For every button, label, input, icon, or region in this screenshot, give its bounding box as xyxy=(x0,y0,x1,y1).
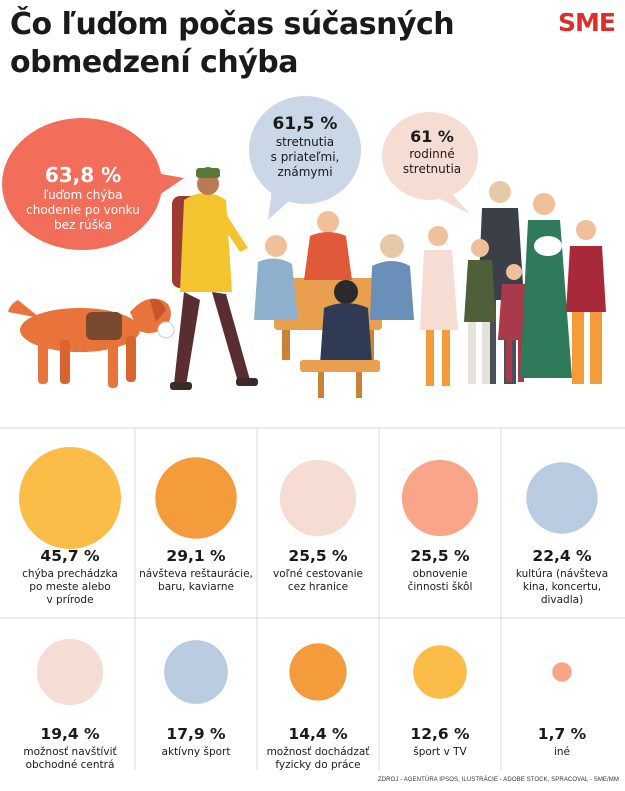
bubble-outdoor-label-1: ľuďom chýba xyxy=(43,188,123,202)
bubble-text-2-2: baru, kaviarne xyxy=(158,581,234,593)
bubble-value-10: 1,7 % xyxy=(537,725,587,743)
sme-logo: SME xyxy=(558,8,616,37)
title-line-1: Čo ľuďom počas súčasných xyxy=(10,7,455,42)
bubble-text-8-1: možnosť dochádzať xyxy=(266,746,370,758)
speech-bubble-friends-shape xyxy=(249,96,361,220)
bubble-text-4-1: obnovenie xyxy=(412,568,468,580)
bubble-circle-7 xyxy=(164,640,228,704)
bubble-text-1-1: chýba prechádzka xyxy=(22,568,118,580)
bubble-text-4-2: činnosti škôl xyxy=(407,581,473,593)
bubble-text-7-1: aktívny šport xyxy=(161,746,231,758)
bubble-text-3-2: cez hranice xyxy=(287,581,349,593)
bubble-family-value: 61 % xyxy=(410,127,454,146)
bubble-circle-10 xyxy=(552,662,572,682)
bubble-outdoor: 63,8 % ľuďom chýba chodenie po vonku bez… xyxy=(8,132,158,232)
title-line-2: obmedzení chýba xyxy=(10,45,298,80)
bubble-label-4: 25,5 % obnovenie činnosti škôl xyxy=(380,547,500,594)
hiker-illustration xyxy=(170,167,258,390)
bubble-text-5-3: divadla) xyxy=(540,594,584,606)
bubble-circle-3 xyxy=(279,459,357,537)
bubble-circle-1 xyxy=(19,447,121,549)
bubble-value-2: 29,1 % xyxy=(166,547,226,565)
bubble-value-1: 45,7 % xyxy=(40,547,100,565)
bubble-circle-2 xyxy=(155,457,237,539)
bubble-label-2: 29,1 % návšteva reštaurácie, baru, kaviarn… xyxy=(136,547,256,594)
speech-bubble-outdoor-shape xyxy=(2,118,184,250)
table-group-illustration xyxy=(254,211,414,398)
bubble-label-8: 14,4 % možnosť dochádzať fyzicky do práce xyxy=(258,725,378,772)
speech-bubble-family-shape xyxy=(382,112,478,214)
bubble-text-6-1: možnosť navštíviť xyxy=(23,746,117,758)
bubble-circle-6 xyxy=(36,638,104,706)
grid-lines xyxy=(0,427,625,770)
bubble-label-5: 22,4 % kultúra (návšteva kina, koncertu, di… xyxy=(502,547,622,607)
bubble-friends-label-1: stretnutia xyxy=(275,135,335,149)
bubble-label-6: 19,4 % možnosť navštíviť obchodné centrá xyxy=(10,725,130,772)
bubble-text-10-1: iné xyxy=(553,746,571,758)
bubble-outdoor-value: 63,8 % xyxy=(44,163,122,187)
bubble-family-label-1: rodinné xyxy=(409,147,455,161)
bubble-family-label-2: stretnutia xyxy=(402,162,462,176)
bubble-friends-value: 61,5 % xyxy=(272,114,338,134)
bubble-text-5-2: kina, koncertu, xyxy=(522,581,602,593)
bubble-friends-label-3: známymi xyxy=(277,165,333,179)
bubble-text-5-1: kultúra (návšteva xyxy=(515,568,609,580)
bubble-label-3: 25,5 % voľné cestovanie cez hranice xyxy=(258,547,378,594)
bubble-outdoor-label-2: chodenie po vonku xyxy=(26,203,140,217)
source-footer: ZDROJ - AGENTÚRA IPSOS, ILUSTRÁCIE - ADO… xyxy=(377,777,619,783)
bubble-text-6-2: obchodné centrá xyxy=(25,759,115,771)
bubble-value-8: 14,4 % xyxy=(288,725,348,743)
bubble-circle-9 xyxy=(413,645,467,699)
bubble-text-1-2: po meste alebo xyxy=(29,581,111,593)
bubble-circle-8 xyxy=(289,643,347,701)
circles-group xyxy=(19,447,598,706)
bubble-outdoor-label-3: bez rúška xyxy=(54,218,112,232)
bubble-text-3-1: voľné cestovanie xyxy=(273,568,363,580)
bubble-family: 61 % rodinné stretnutia xyxy=(388,112,476,202)
illustration xyxy=(2,96,606,398)
bubble-label-10: 1,7 % iné xyxy=(502,725,622,759)
bubble-friends: 61,5 % stretnutia s priateľmi, známymi xyxy=(252,100,358,200)
bubble-text-9-1: šport v TV xyxy=(413,746,467,758)
bubble-value-5: 22,4 % xyxy=(532,547,592,565)
bubble-text-2-1: návšteva reštaurácie, xyxy=(139,568,253,580)
family-illustration xyxy=(420,181,606,386)
bubble-value-3: 25,5 % xyxy=(288,547,348,565)
dog-illustration xyxy=(8,298,175,388)
bubble-value-7: 17,9 % xyxy=(166,725,226,743)
bubble-text-1-3: v prírode xyxy=(46,594,94,606)
bubble-circle-4 xyxy=(401,459,479,537)
bubble-value-4: 25,5 % xyxy=(410,547,470,565)
bubble-circle-5 xyxy=(526,462,598,534)
bubble-label-9: 12,6 % šport v TV xyxy=(380,725,500,759)
bubble-value-6: 19,4 % xyxy=(40,725,100,743)
bubble-value-9: 12,6 % xyxy=(410,725,470,743)
bubble-label-7: 17,9 % aktívny šport xyxy=(136,725,256,759)
page-title: Čo ľuďom počas súčasných obmedzení chýba xyxy=(10,6,510,82)
bubble-friends-label-2: s priateľmi, xyxy=(270,150,340,164)
bubble-label-1: 45,7 % chýba prechádzka po meste alebo v pr… xyxy=(10,547,130,607)
bubble-text-8-2: fyzicky do práce xyxy=(275,759,361,771)
